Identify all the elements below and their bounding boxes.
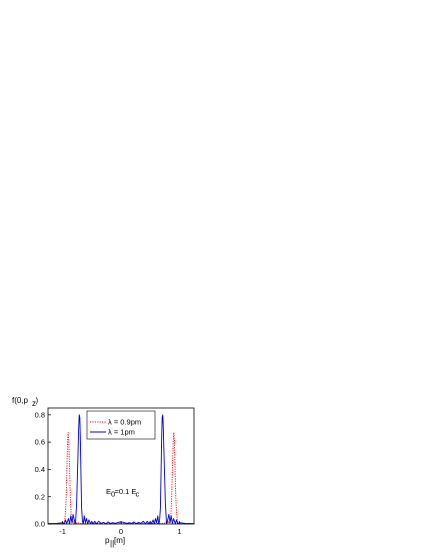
y-tick-label: 0.2 bbox=[35, 492, 45, 501]
x-axis-label-main: p bbox=[105, 536, 110, 545]
annotation-main-sub: 0 bbox=[111, 490, 115, 499]
y-tick-label: 0.0 bbox=[35, 520, 45, 529]
y-tick-label: 0.6 bbox=[35, 438, 45, 447]
x-tick-label: -1 bbox=[59, 527, 66, 536]
annotation-rest-sub: c bbox=[136, 490, 140, 499]
y-tick-label: 0.4 bbox=[35, 465, 45, 474]
legend: λ = 0.9pm λ = 1pm bbox=[86, 410, 156, 440]
y-tick-label: 0.8 bbox=[35, 410, 45, 419]
plot-area: 0.0 0.2 0.4 0.6 0.8 -1 0 1 bbox=[35, 407, 195, 536]
annotation: E 0 =0.1 E c bbox=[106, 487, 140, 499]
x-axis-label-sub: || bbox=[110, 539, 114, 548]
annotation-rest: =0.1 E bbox=[115, 487, 137, 496]
legend-box bbox=[86, 410, 156, 440]
y-axis-label: f(0,p z ) bbox=[12, 396, 39, 408]
legend-label-series-2: λ = 1pm bbox=[108, 428, 135, 437]
x-tick-label: 0 bbox=[119, 527, 123, 536]
x-axis-label-unit: [m] bbox=[114, 536, 125, 545]
y-axis-label-main: f(0,p bbox=[12, 396, 29, 405]
x-tick-label: 1 bbox=[177, 527, 181, 536]
y-axis-label-sub: z bbox=[32, 399, 36, 408]
legend-label-series-1: λ = 0.9pm bbox=[108, 418, 141, 427]
x-axis-label: p || [m] bbox=[105, 536, 125, 548]
y-axis-label-close: ) bbox=[36, 396, 39, 405]
annotation-main: E bbox=[106, 487, 111, 496]
ticks-layer: 0.0 0.2 0.4 0.6 0.8 -1 0 1 bbox=[35, 410, 182, 536]
